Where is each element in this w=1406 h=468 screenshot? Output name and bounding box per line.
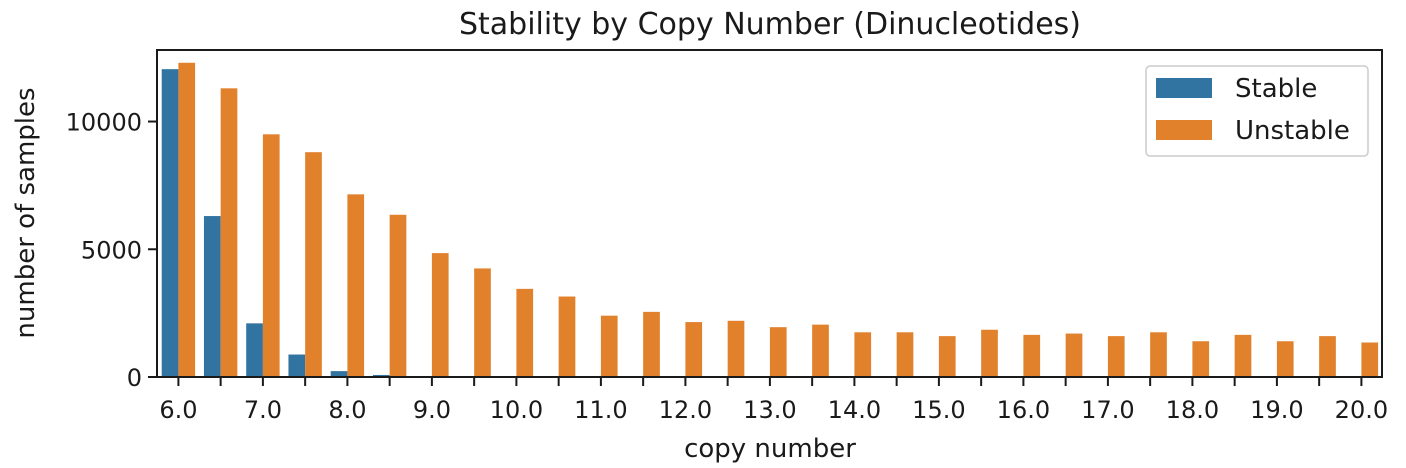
bar-unstable-11.5 (643, 311, 660, 377)
bar-unstable-17.5 (1150, 332, 1167, 377)
bar-unstable-9.5 (474, 268, 491, 377)
bar-stable-7.5 (288, 354, 306, 377)
x-tick-label: 20.0 (1335, 396, 1388, 424)
y-axis-label: number of samples (11, 87, 41, 338)
legend: Stable Unstable (1145, 65, 1369, 157)
bar-unstable-7.5 (305, 152, 322, 377)
bar-unstable-16.5 (1065, 333, 1083, 377)
bar-unstable-14.0 (854, 332, 872, 377)
legend-swatch-stable (1156, 78, 1212, 98)
bar-unstable-13.0 (769, 327, 787, 377)
bar-unstable-18.0 (1192, 341, 1210, 377)
bar-unstable-6.5 (220, 88, 238, 377)
x-tick-label: 9.0 (413, 396, 451, 424)
bar-unstable-8.5 (389, 214, 407, 377)
bar-unstable-14.5 (896, 332, 914, 377)
bars (161, 62, 1379, 378)
y-axis: 0 5000 10000 (66, 109, 157, 392)
x-tick-label: 10.0 (490, 396, 543, 424)
legend-label-stable: Stable (1235, 74, 1317, 104)
bar-unstable-8.0 (347, 194, 365, 377)
plot-frame (156, 49, 1383, 378)
bar-unstable-19.0 (1276, 341, 1294, 377)
bar-unstable-9.0 (431, 253, 449, 377)
y-tick-label: 5000 (81, 236, 142, 264)
bar-unstable-12.5 (727, 320, 745, 377)
bar-unstable-15.5 (981, 329, 998, 377)
bar-unstable-10.5 (558, 296, 576, 377)
bar-unstable-10.0 (516, 288, 534, 377)
bar-unstable-19.5 (1319, 336, 1336, 378)
bar-unstable-18.5 (1234, 334, 1252, 377)
bar-stable-6.0 (161, 69, 179, 377)
bar-unstable-15.0 (938, 336, 956, 378)
chart-title: Stability by Copy Number (Dinucleotides) (459, 7, 1081, 42)
bar-unstable-17.0 (1107, 336, 1125, 378)
x-tick-label: 6.0 (159, 396, 197, 424)
x-tick-label: 7.0 (244, 396, 282, 424)
x-tick-label: 18.0 (1166, 396, 1219, 424)
bar-unstable-11.0 (600, 315, 618, 377)
bar-stable-8.5 (372, 374, 390, 377)
x-tick-label: 19.0 (1250, 396, 1303, 424)
bar-unstable-12.0 (685, 322, 703, 377)
x-tick-label: 16.0 (997, 396, 1050, 424)
legend-swatch-unstable (1156, 120, 1212, 140)
x-tick-label: 8.0 (328, 396, 366, 424)
bar-unstable-6.0 (178, 62, 196, 378)
bar-stable-8.0 (330, 371, 348, 377)
x-tick-label: 14.0 (828, 396, 881, 424)
bar-unstable-13.5 (812, 324, 829, 377)
x-axis-label: copy number (684, 434, 856, 464)
y-tick-label: 10000 (66, 109, 142, 137)
legend-label-unstable: Unstable (1235, 116, 1350, 146)
bar-unstable-7.0 (262, 134, 280, 377)
bar-unstable-16.0 (1023, 334, 1041, 377)
bar-stable-6.5 (203, 216, 221, 377)
bar-stable-7.0 (246, 323, 263, 377)
x-axis: 6.0 7.0 8.0 9.0 10.0 11.0 12.0 13.0 14.0 15.0 16.0… (159, 377, 1388, 424)
y-tick-label: 0 (127, 364, 142, 392)
x-tick-label: 15.0 (912, 396, 965, 424)
x-tick-label: 17.0 (1081, 396, 1134, 424)
x-tick-label: 11.0 (574, 396, 627, 424)
x-tick-label: 13.0 (743, 396, 796, 424)
bar-unstable-20.0 (1361, 342, 1379, 377)
x-tick-label: 12.0 (659, 396, 712, 424)
